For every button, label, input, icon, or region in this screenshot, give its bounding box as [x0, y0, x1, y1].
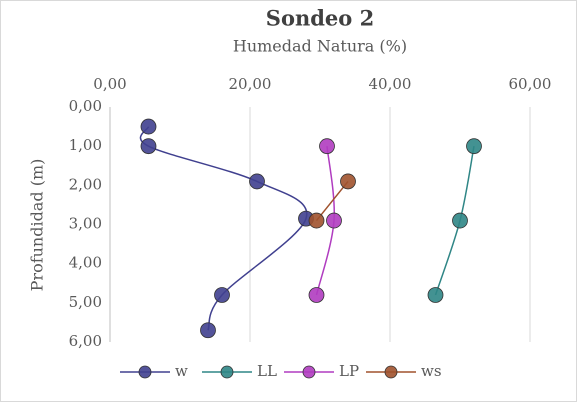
y-tick-label: 2,00 — [69, 175, 102, 193]
chart-subtitle: Humedad Natura (%) — [233, 37, 407, 56]
data-point — [308, 287, 325, 303]
data-point — [466, 138, 482, 155]
x-tick-label: 40,00 — [369, 75, 412, 93]
legend-label: LP — [339, 362, 359, 380]
y-tick-label: 5,00 — [69, 293, 102, 311]
chart-title: Sondeo 2 — [266, 6, 374, 31]
data-point — [140, 118, 157, 135]
data-point — [319, 138, 335, 155]
legend-label: w — [175, 362, 188, 380]
y-axis-label: Profundidad (m) — [28, 159, 47, 292]
legend-marker — [138, 365, 152, 379]
data-point — [340, 173, 356, 190]
x-tick-label: 20,00 — [229, 75, 272, 93]
y-tick-label: 0,00 — [69, 97, 102, 115]
data-point — [249, 173, 265, 190]
series-line — [315, 180, 349, 222]
data-point — [140, 138, 157, 155]
data-point — [308, 212, 325, 229]
x-tick-label: 60,00 — [509, 75, 552, 93]
y-tick-label: 1,00 — [69, 136, 102, 154]
legend-marker — [220, 365, 234, 379]
legend-label: LL — [257, 362, 277, 380]
y-tick-label: 3,00 — [69, 215, 102, 233]
data-point — [427, 287, 444, 303]
y-tick-label: 6,00 — [69, 332, 102, 350]
data-point — [200, 322, 216, 339]
x-tick-label: 0,00 — [93, 75, 126, 93]
y-tick-label: 4,00 — [69, 254, 102, 272]
data-point — [452, 212, 468, 229]
data-point — [326, 212, 342, 229]
data-point — [214, 287, 230, 303]
legend-label: ws — [421, 362, 442, 380]
legend-marker — [384, 365, 398, 379]
legend-marker — [302, 365, 316, 379]
